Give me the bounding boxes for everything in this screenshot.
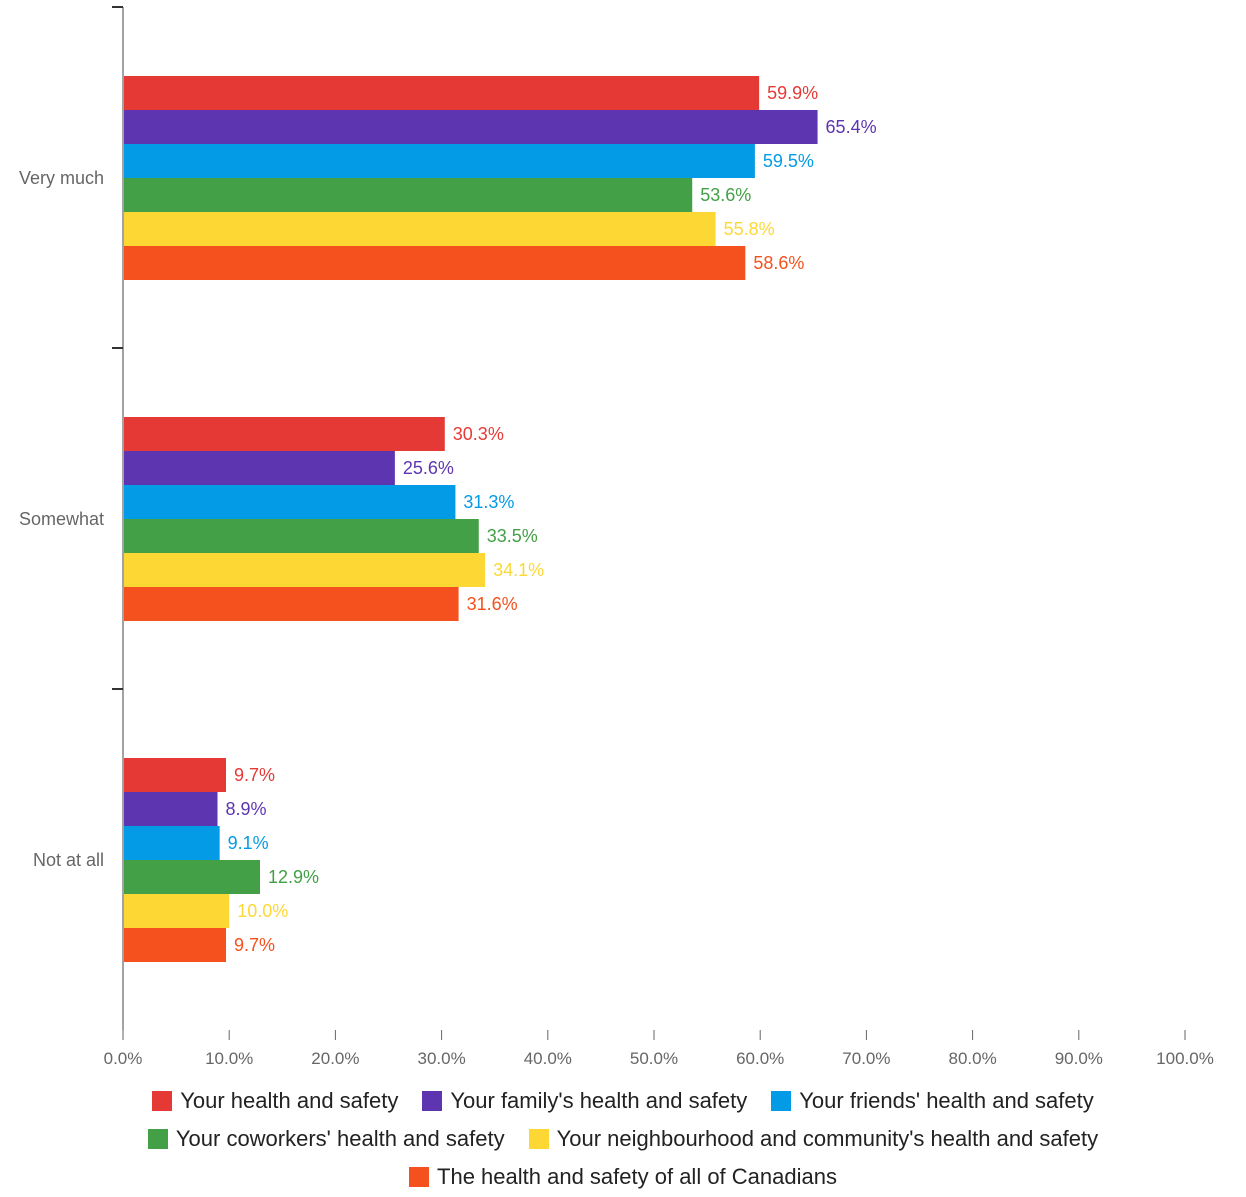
x-tick-label: 90.0% <box>1055 1049 1103 1068</box>
bar <box>124 519 479 553</box>
data-label: 58.6% <box>753 253 804 273</box>
bar <box>124 553 486 587</box>
bar <box>124 110 818 144</box>
legend-row: Your coworkers' health and safety Your n… <box>0 1120 1246 1158</box>
bar <box>124 485 456 519</box>
x-tick-label: 20.0% <box>311 1049 359 1068</box>
legend-item-coworkers-health: Your coworkers' health and safety <box>147 1126 505 1152</box>
legend-swatch <box>152 1091 173 1111</box>
legend-item-your-health: Your health and safety <box>152 1088 398 1114</box>
legend-row: The health and safety of all of Canadian… <box>0 1158 1246 1196</box>
legend-label: Your coworkers' health and safety <box>175 1126 505 1151</box>
data-label: 34.1% <box>493 560 544 580</box>
x-tick-label: 60.0% <box>736 1049 784 1068</box>
bar <box>124 212 716 246</box>
legend-row: Your health and safety Your family's hea… <box>0 1082 1246 1120</box>
bar <box>124 826 220 860</box>
legend: Your health and safety Your family's hea… <box>0 1082 1246 1196</box>
x-tick-label: 80.0% <box>948 1049 996 1068</box>
legend-label: Your neighbourhood and community's healt… <box>556 1126 1099 1151</box>
legend-swatch <box>422 1091 443 1111</box>
bar <box>124 792 218 826</box>
legend-label: The health and safety of all of Canadian… <box>437 1164 837 1189</box>
x-tick-label: 70.0% <box>842 1049 890 1068</box>
bar-chart: Very much Somewhat Not at all 0.0% 10.0% 20.… <box>19 6 1214 1068</box>
x-tick-label: 0.0% <box>104 1049 143 1068</box>
bar <box>124 894 230 928</box>
data-label: 53.6% <box>700 185 751 205</box>
legend-swatch <box>409 1167 430 1187</box>
data-label: 12.9% <box>268 867 319 887</box>
bar <box>124 451 395 485</box>
data-label: 9.7% <box>234 935 275 955</box>
data-label: 59.5% <box>763 151 814 171</box>
category-label: Not at all <box>33 850 104 870</box>
data-label: 31.6% <box>467 594 518 614</box>
bar <box>124 76 760 110</box>
data-label: 33.5% <box>487 526 538 546</box>
bar <box>124 144 755 178</box>
data-label: 31.3% <box>463 492 514 512</box>
bar <box>124 758 227 792</box>
data-label: 10.0% <box>237 901 288 921</box>
data-label: 55.8% <box>724 219 775 239</box>
data-label: 65.4% <box>826 117 877 137</box>
legend-label: Your family's health and safety <box>450 1088 748 1113</box>
bar <box>124 246 746 280</box>
legend-swatch <box>147 1129 168 1149</box>
category-label: Very much <box>19 168 104 188</box>
bar <box>124 587 459 621</box>
category-label: Somewhat <box>19 509 104 529</box>
x-tick-label: 10.0% <box>205 1049 253 1068</box>
bar <box>124 860 260 894</box>
legend-swatch <box>771 1091 792 1111</box>
legend-item-neighbourhood-health: Your neighbourhood and community's healt… <box>528 1126 1099 1152</box>
bar <box>124 928 227 962</box>
legend-label: Your friends' health and safety <box>799 1088 1094 1113</box>
data-label: 30.3% <box>453 424 504 444</box>
data-label: 9.7% <box>234 765 275 785</box>
data-label: 59.9% <box>767 83 818 103</box>
legend-item-family-health: Your family's health and safety <box>422 1088 747 1114</box>
x-tick-label: 100.0% <box>1156 1049 1214 1068</box>
legend-item-all-canadians: The health and safety of all of Canadian… <box>409 1164 837 1190</box>
bar <box>124 417 445 451</box>
x-tick-label: 30.0% <box>417 1049 465 1068</box>
data-label: 9.1% <box>228 833 269 853</box>
legend-label: Your health and safety <box>180 1088 399 1113</box>
legend-item-friends-health: Your friends' health and safety <box>771 1088 1094 1114</box>
data-label: 8.9% <box>226 799 267 819</box>
legend-swatch <box>528 1129 549 1149</box>
x-tick-label: 50.0% <box>630 1049 678 1068</box>
x-tick-label: 40.0% <box>524 1049 572 1068</box>
bar <box>124 178 693 212</box>
data-label: 25.6% <box>403 458 454 478</box>
